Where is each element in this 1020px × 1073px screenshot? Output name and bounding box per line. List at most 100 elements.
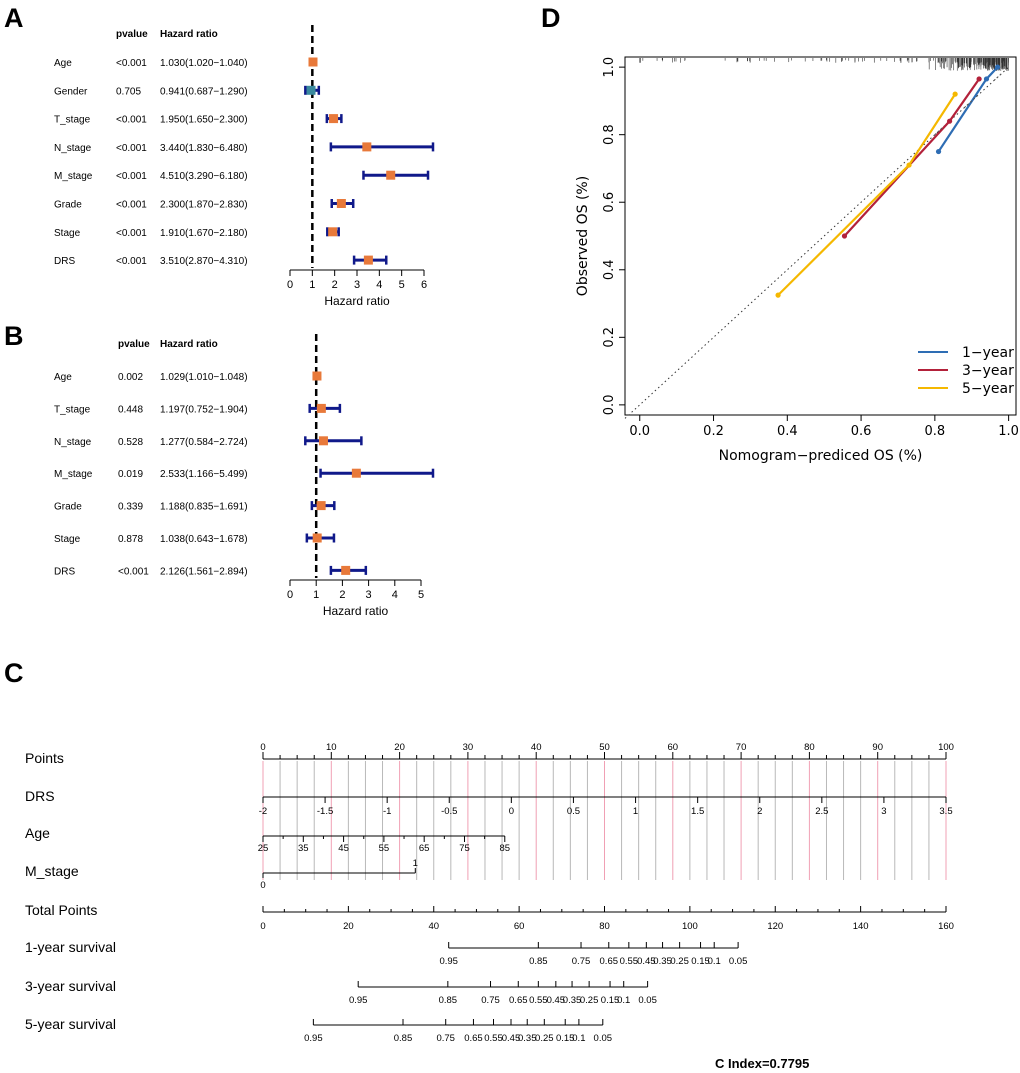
hr-point	[306, 85, 316, 95]
total-tick-label: 160	[938, 921, 954, 932]
total-tick-label: 60	[514, 921, 525, 932]
row-label-points: Points	[25, 750, 64, 766]
survival-tick-label: 0.35	[518, 1033, 537, 1044]
row-pvalue: <0.001	[118, 566, 149, 577]
total-tick-label: 0	[260, 921, 265, 932]
row-pvalue: 0.528	[118, 437, 143, 448]
hr-point	[386, 170, 396, 180]
x-tick-label: 5	[399, 279, 405, 291]
legend-label: 1−year	[962, 345, 1014, 361]
hr-point	[318, 436, 328, 446]
age-tick-label: 75	[459, 843, 470, 854]
calibration-point	[952, 91, 958, 97]
calibration-point	[983, 76, 990, 82]
panel-letter-c: C	[4, 658, 24, 688]
x-axis-title: Hazard ratio	[323, 604, 389, 618]
row-label: Stage	[54, 228, 81, 239]
total-tick-label: 80	[599, 921, 610, 932]
row-pvalue: <0.001	[116, 115, 147, 126]
row-hr-text: 3.510(2.870−4.310)	[160, 256, 248, 267]
total-tick-label: 140	[853, 921, 869, 932]
row-label-survival: 5-year survival	[25, 1016, 116, 1032]
row-pvalue: 0.878	[118, 534, 143, 545]
row-label: T_stage	[54, 404, 91, 415]
row-hr-text: 1.038(0.643−1.678)	[160, 534, 248, 545]
row-label: Age	[54, 58, 72, 69]
survival-tick-label: 0.05	[638, 995, 657, 1006]
x-tick-label: 0.6	[851, 424, 872, 439]
hr-point	[351, 468, 361, 478]
drs-tick-label: 2.5	[815, 806, 828, 817]
row-label-survival: 1-year survival	[25, 939, 116, 955]
survival-tick-label: 0.55	[620, 956, 639, 967]
points-tick-label: 10	[326, 742, 337, 753]
row-pvalue: <0.001	[116, 200, 147, 211]
survival-tick-label: 0.1	[572, 1033, 585, 1044]
calibration-point	[994, 64, 1001, 70]
survival-tick-label: 0.95	[349, 995, 368, 1006]
y-axis-title: Observed OS (%)	[575, 176, 591, 296]
survival-tick-label: 0.1	[617, 995, 630, 1006]
m-stage-tick-label: 0	[260, 880, 265, 891]
row-pvalue: <0.001	[116, 143, 147, 154]
header-pvalue: pvalue	[116, 29, 148, 40]
points-tick-label: 90	[872, 742, 883, 753]
row-label: DRS	[54, 256, 75, 267]
header-hazard-ratio: Hazard ratio	[160, 339, 218, 350]
points-tick-label: 60	[668, 742, 679, 753]
survival-tick-label: 0.75	[436, 1033, 455, 1044]
drs-tick-label: -1.5	[317, 806, 333, 817]
hr-point	[329, 114, 339, 124]
points-tick-label: 40	[531, 742, 542, 753]
row-pvalue: <0.001	[116, 256, 147, 267]
survival-tick-label: 0.45	[547, 995, 566, 1006]
total-tick-label: 40	[428, 921, 439, 932]
row-label-survival: 3-year survival	[25, 978, 116, 994]
hr-point	[362, 142, 372, 152]
row-label: Age	[54, 372, 72, 383]
row-pvalue: <0.001	[116, 228, 147, 239]
legend-label: 3−year	[962, 363, 1014, 379]
x-tick-label: 1.0	[998, 424, 1019, 439]
row-hr-text: 1.197(0.752−1.904)	[160, 404, 248, 415]
row-hr-text: 1.188(0.835−1.691)	[160, 502, 248, 513]
x-tick-label: 4	[376, 279, 382, 291]
panel-letter-b: B	[4, 321, 24, 351]
hr-point	[336, 199, 346, 208]
survival-tick-label: 0.25	[535, 1033, 554, 1044]
legend-label: 5−year	[962, 381, 1014, 397]
row-label: N_stage	[54, 143, 92, 154]
survival-tick-label: 0.15	[691, 956, 710, 967]
row-label-m-stage: M_stage	[25, 863, 79, 879]
row-pvalue: 0.448	[118, 404, 143, 415]
y-tick-label: 0.0	[602, 395, 617, 416]
header-pvalue: pvalue	[118, 339, 150, 350]
x-tick-label: 0.4	[777, 424, 798, 439]
x-axis-title: Nomogram−prediced OS (%)	[719, 448, 923, 464]
row-pvalue: 0.002	[118, 372, 143, 383]
calibration-point	[935, 148, 942, 155]
row-label: N_stage	[54, 437, 92, 448]
survival-tick-label: 0.65	[600, 956, 619, 967]
drs-tick-label: -1	[383, 806, 391, 817]
panel-letter-d: D	[541, 3, 561, 33]
total-tick-label: 120	[767, 921, 783, 932]
calibration-point	[841, 233, 848, 239]
row-hr-text: 2.126(1.561−2.894)	[160, 566, 248, 577]
calibration-plot: D 0.0 0.2 0.4 0.6 0.8 1.0 0.0 0.2 0.4 0.6 0.8 1.0 Nom…	[541, 3, 1019, 464]
drs-tick-label: 0.5	[567, 806, 580, 817]
row-label: Grade	[54, 502, 82, 513]
y-tick-label: 0.2	[602, 327, 617, 348]
row-hr-text: 2.533(1.166−5.499)	[160, 469, 248, 480]
x-tick-label: 3	[354, 279, 360, 291]
survival-tick-label: 0.75	[572, 956, 591, 967]
total-tick-label: 20	[343, 921, 354, 932]
hr-point	[316, 403, 326, 413]
survival-tick-label: 0.35	[653, 956, 672, 967]
age-tick-label: 45	[338, 843, 349, 854]
survival-tick-label: 0.95	[304, 1033, 323, 1044]
row-pvalue: <0.001	[116, 58, 147, 69]
